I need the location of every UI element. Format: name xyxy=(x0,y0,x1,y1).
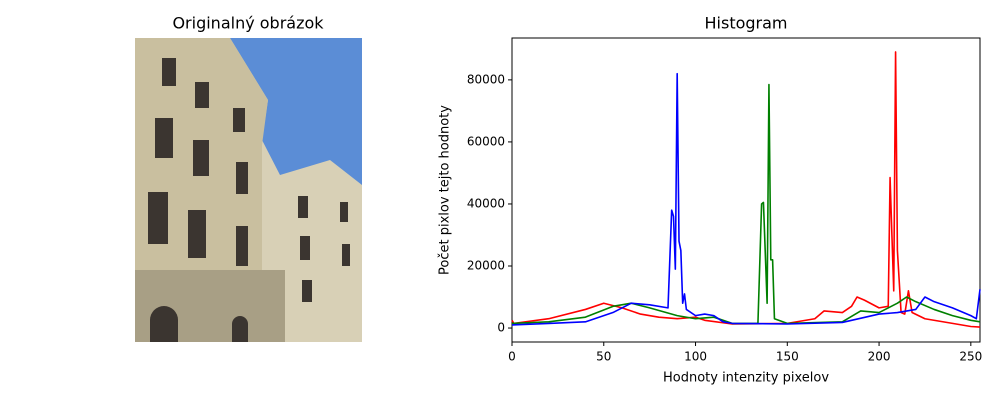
y-tick-label: 20000 xyxy=(467,259,505,273)
x-tick-label: 250 xyxy=(959,350,982,364)
x-tick-label: 200 xyxy=(868,350,891,364)
series-line xyxy=(511,51,981,328)
plot-frame xyxy=(511,37,981,343)
x-tick-label: 0 xyxy=(508,350,516,364)
y-tick-label: 0 xyxy=(497,321,505,335)
photo xyxy=(135,38,362,342)
x-tick-label: 100 xyxy=(684,350,707,364)
y-tick-label: 60000 xyxy=(467,134,505,148)
y-axis-label: Počet pixlov tejto hodnoty xyxy=(438,105,453,275)
series-line xyxy=(511,83,981,325)
chart-title: Histogram xyxy=(705,14,788,33)
x-tick-label: 50 xyxy=(596,350,611,364)
series-line xyxy=(511,72,981,326)
y-tick-label: 80000 xyxy=(467,72,505,86)
image-title: Originalný obrázok xyxy=(172,14,324,33)
y-tick-label: 40000 xyxy=(467,196,505,210)
x-tick-label: 150 xyxy=(776,350,799,364)
x-axis-label: Hodnoty intenzity pixelov xyxy=(663,371,829,386)
